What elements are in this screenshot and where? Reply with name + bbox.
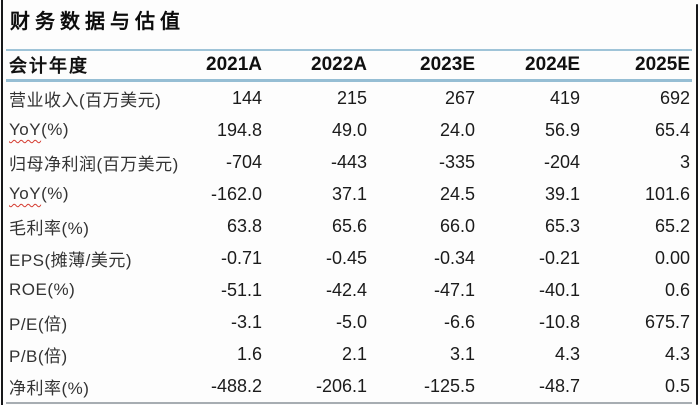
cell-2024e: -48.7	[538, 375, 580, 396]
cell-2022a: 65.6	[331, 215, 367, 236]
cell-2021a: -0.71	[220, 247, 262, 268]
row-label: ROE(%)	[9, 280, 76, 299]
cell-2021a: -162.0	[210, 183, 262, 204]
table-row-roe: ROE(%) -51.1 -42.4 -47.1 -40.1 0.6	[6, 274, 692, 306]
misspelled-word: YoY	[9, 120, 42, 139]
cell-2023e: 66.0	[439, 215, 475, 236]
row-label: 营业收入(百万美元)	[9, 90, 162, 110]
header-2025e: 2025E	[635, 54, 690, 75]
cell-2025e: 65.2	[654, 215, 690, 236]
cell-2022a: 37.1	[331, 183, 367, 204]
table-row-eps: EPS(摊薄/美元) -0.71 -0.45 -0.34 -0.21 0.00	[6, 242, 692, 274]
cell-2023e: 3.1	[449, 343, 475, 364]
cell-2025e: 0.5	[664, 375, 690, 396]
cell-2022a: 215	[336, 87, 367, 108]
cell-2023e: -125.5	[423, 375, 475, 396]
cell-2022a: -443	[330, 151, 367, 172]
row-label: P/B(倍)	[9, 346, 68, 366]
header-2024e: 2024E	[525, 54, 580, 75]
header-2021a: 2021A	[206, 54, 262, 75]
cell-2024e: -0.21	[538, 247, 580, 268]
cell-2022a: -42.4	[325, 279, 367, 300]
cell-2021a: -704	[225, 151, 262, 172]
row-label-unit: (%)	[41, 184, 70, 203]
cell-2024e: 39.1	[544, 183, 580, 204]
section-title: 财务数据与估值	[10, 11, 185, 33]
cell-2021a: -488.2	[210, 375, 262, 396]
cell-2021a: 144	[231, 87, 262, 108]
cell-2022a: -206.1	[315, 375, 367, 396]
row-label: 净利率(%)	[9, 378, 90, 398]
cell-2022a: -0.45	[325, 247, 367, 268]
header-2022a: 2022A	[311, 54, 367, 75]
cell-2021a: 1.6	[236, 343, 262, 364]
cell-2023e: -6.6	[443, 311, 475, 332]
cell-2025e: 4.3	[664, 343, 690, 364]
cell-2022a: 2.1	[341, 343, 367, 364]
cell-2021a: -3.1	[230, 311, 262, 332]
row-label: 归母净利润(百万美元)	[9, 154, 179, 174]
cell-2025e: 675.7	[644, 311, 690, 332]
table-row-gross-margin: 毛利率(%) 63.8 65.6 66.0 65.3 65.2	[6, 210, 692, 242]
table-row-pb: P/B(倍) 1.6 2.1 3.1 4.3 4.3	[6, 338, 692, 370]
row-label: EPS(摊薄/美元)	[9, 250, 133, 270]
cell-2023e: 24.5	[439, 183, 475, 204]
cell-2024e: 65.3	[544, 215, 580, 236]
cell-2023e: 24.0	[439, 119, 475, 140]
left-border-line	[1, 0, 3, 405]
cell-2022a: -5.0	[335, 311, 367, 332]
row-label: YoY(%)	[6, 114, 196, 146]
table-row-revenue: 营业收入(百万美元) 144 215 267 419 692	[6, 81, 692, 115]
cell-2024e: 4.3	[554, 343, 580, 364]
cell-2024e: -204	[543, 151, 580, 172]
cell-2024e: 56.9	[544, 119, 580, 140]
cell-2025e: 101.6	[644, 183, 690, 204]
table-row-net-profit-yoy: YoY(%) -162.0 37.1 24.5 39.1 101.6	[6, 178, 692, 210]
header-2023e: 2023E	[420, 54, 475, 75]
cell-2025e: 3	[679, 151, 690, 172]
row-label: 毛利率(%)	[9, 218, 90, 238]
cell-2025e: 0.6	[664, 279, 690, 300]
header-fiscal-year: 会计年度	[9, 56, 89, 76]
cell-2024e: 419	[549, 87, 580, 108]
table-row-revenue-yoy: YoY(%) 194.8 49.0 24.0 56.9 65.4	[6, 114, 692, 146]
cell-2025e: 65.4	[654, 119, 690, 140]
table-header-row: 会计年度 2021A 2022A 2023E 2024E 2025E	[6, 50, 692, 81]
row-label: P/E(倍)	[9, 314, 68, 334]
table-row-pe: P/E(倍) -3.1 -5.0 -6.6 -10.8 675.7	[6, 306, 692, 338]
cell-2023e: 267	[444, 87, 475, 108]
misspelled-word: YoY	[9, 184, 42, 203]
cell-2024e: -10.8	[538, 311, 580, 332]
cell-2025e: 0.00	[654, 247, 690, 268]
cell-2022a: 49.0	[331, 119, 367, 140]
cell-2023e: -0.34	[433, 247, 475, 268]
cell-2023e: -335	[438, 151, 475, 172]
financial-table: 会计年度 2021A 2022A 2023E 2024E 2025E 营业收入(…	[6, 49, 692, 404]
cell-2025e: 692	[659, 87, 690, 108]
cell-2023e: -47.1	[433, 279, 475, 300]
table-row-net-profit: 归母净利润(百万美元) -704 -443 -335 -204 3	[6, 146, 692, 178]
cell-2024e: -40.1	[538, 279, 580, 300]
cell-2021a: -51.1	[220, 279, 262, 300]
table-row-net-margin: 净利率(%) -488.2 -206.1 -125.5 -48.7 0.5	[6, 370, 692, 403]
right-border-line	[696, 4, 698, 405]
cell-2021a: 194.8	[216, 119, 262, 140]
row-label-unit: (%)	[41, 120, 70, 139]
row-label: YoY(%)	[6, 178, 196, 210]
cell-2021a: 63.8	[226, 215, 262, 236]
